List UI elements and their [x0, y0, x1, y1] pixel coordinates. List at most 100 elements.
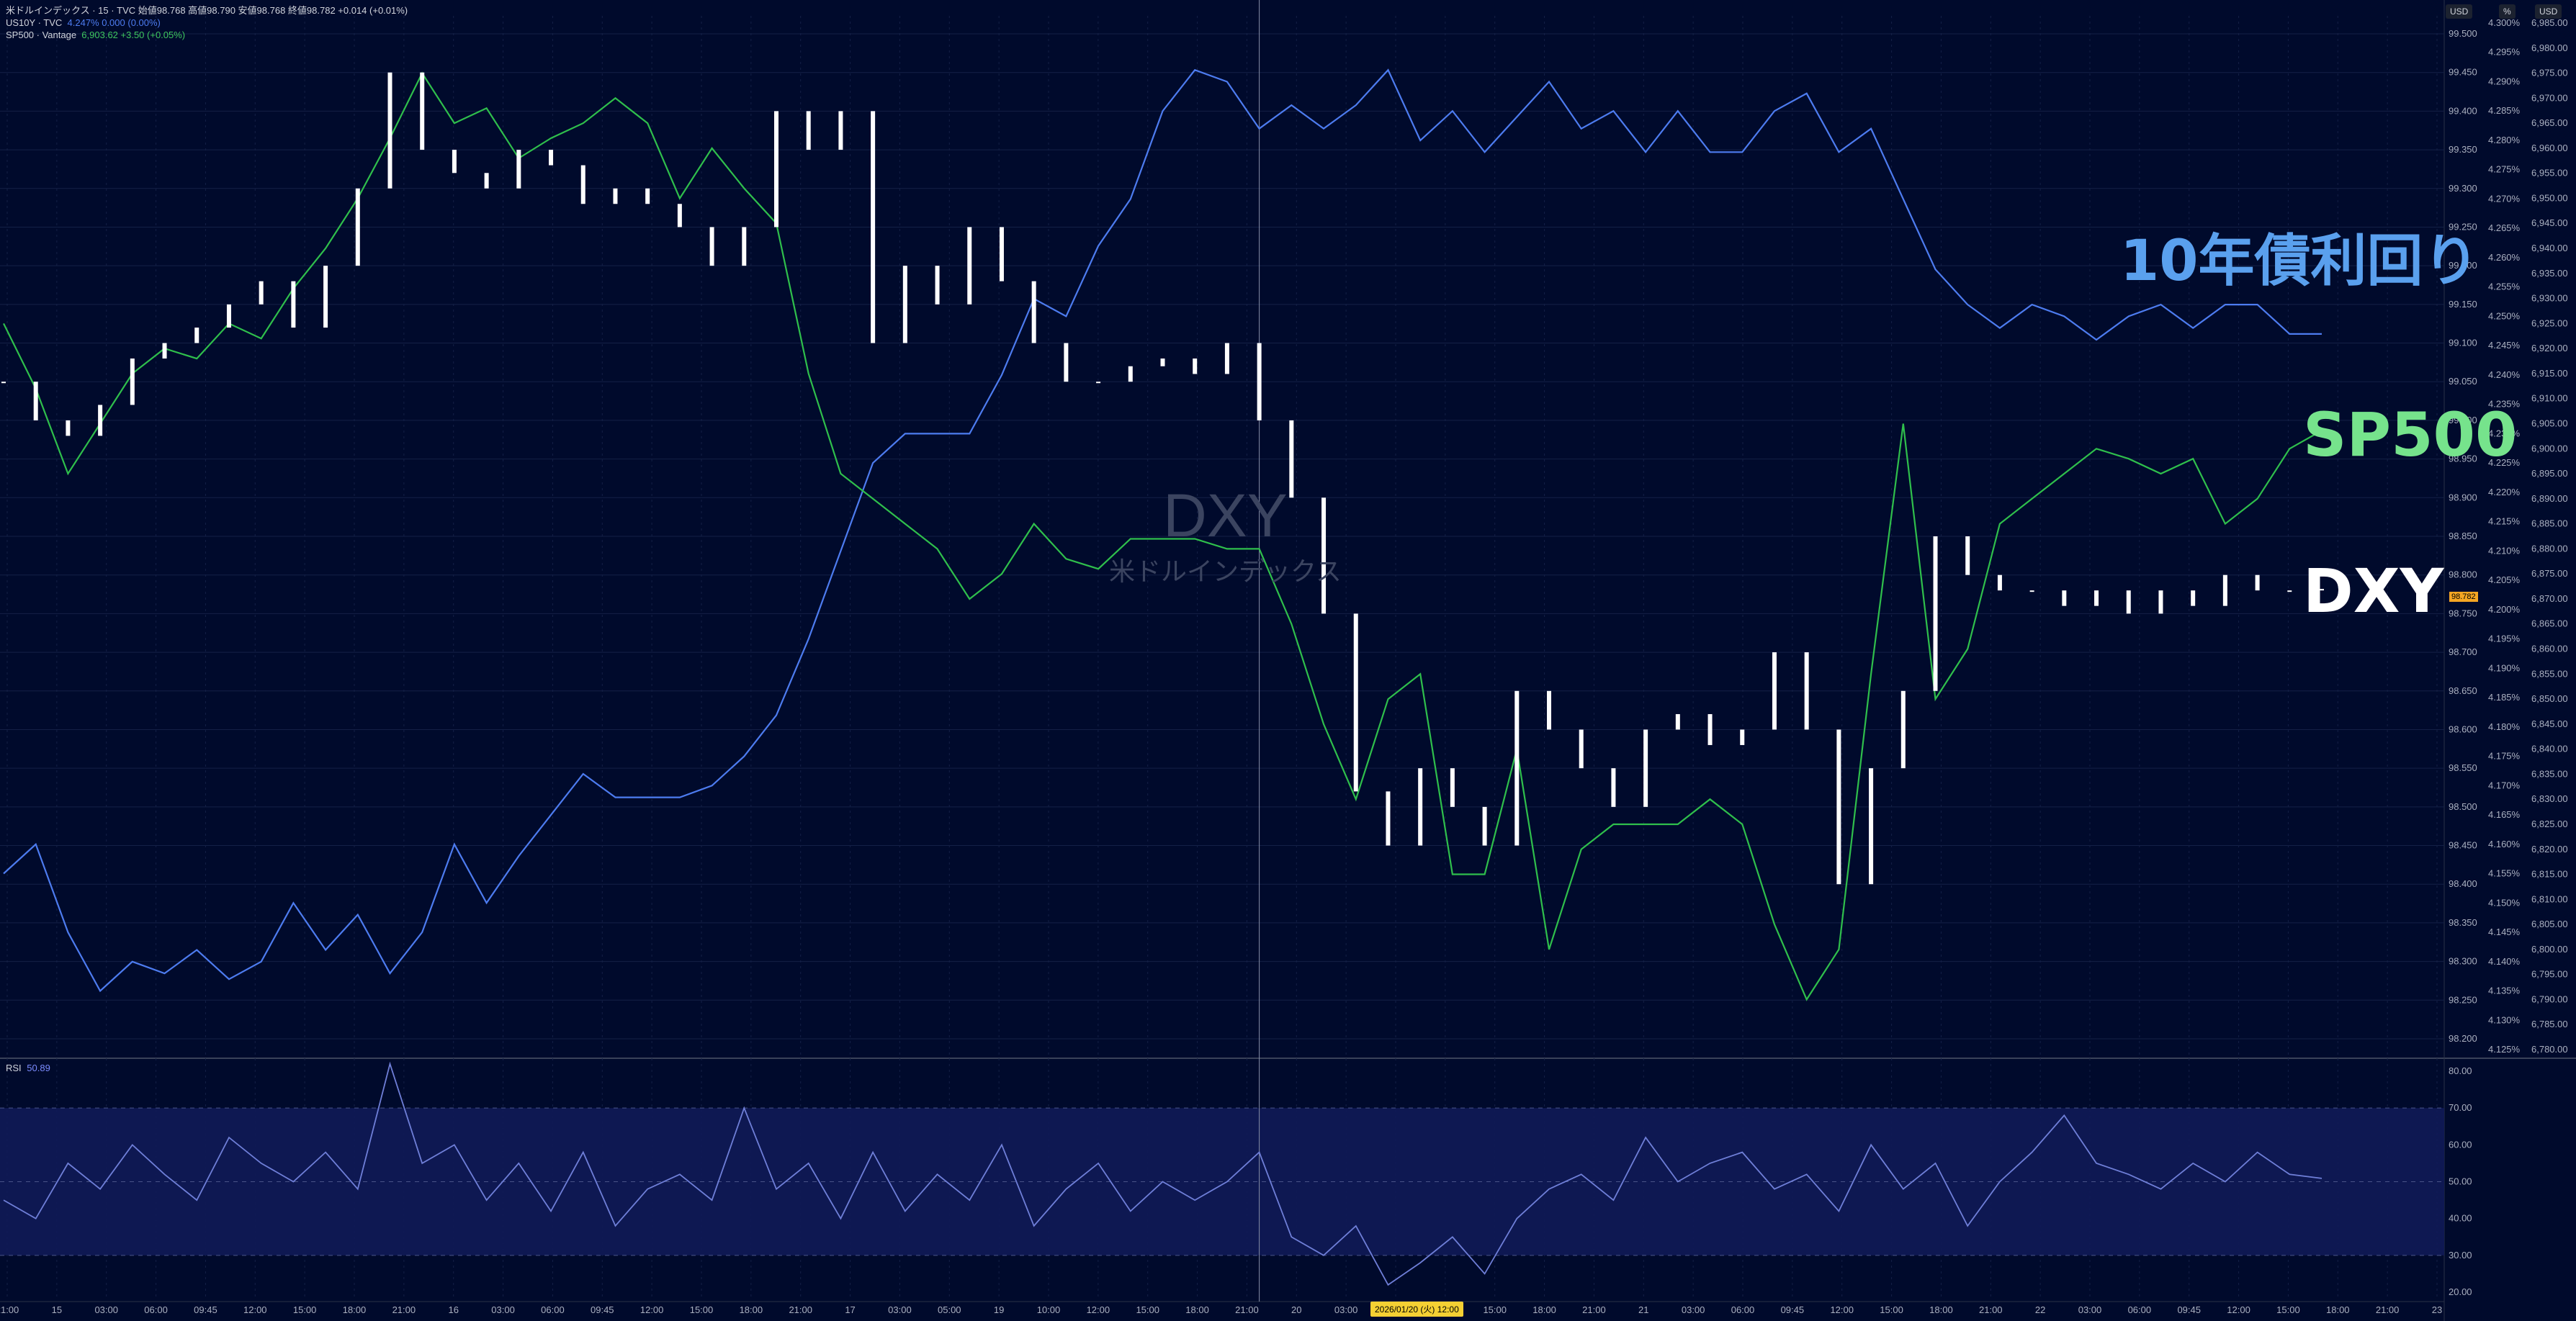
legend: 米ドルインデックス · 15 · TVC 始値98.768 高値98.790 安… — [6, 4, 408, 41]
dxy-candle — [1611, 768, 1616, 807]
dxy-candle — [1128, 366, 1133, 382]
rsi-tick-label: 70.00 — [2449, 1102, 2472, 1113]
us10y-tick-label: 4.190% — [2488, 662, 2521, 673]
legend-main[interactable]: 米ドルインデックス · 15 · TVC 始値98.768 高値98.790 安… — [6, 5, 408, 16]
legend-us10y-name: US10Y · TVC — [6, 17, 63, 28]
dxy-candle — [452, 150, 457, 173]
dxy-tick-label: 99.100 — [2449, 338, 2477, 348]
dxy-candle — [484, 173, 489, 189]
time-tick-label: 21 — [1638, 1304, 1648, 1315]
time-tick-label: 06:00 — [2128, 1304, 2152, 1315]
rsi-legend[interactable]: RSI 50.89 — [6, 1063, 50, 1073]
legend-us10y[interactable]: US10Y · TVC 4.247% 0.000 (0.00%) — [6, 17, 408, 29]
us10y-tick-label: 4.180% — [2488, 721, 2521, 732]
sp500-tick-label: 6,875.00 — [2531, 568, 2568, 579]
sp500-tick-label: 6,885.00 — [2531, 518, 2568, 529]
dxy-candle — [1353, 613, 1358, 792]
time-tick-label: 03:00 — [2078, 1304, 2102, 1315]
dxy-candle — [1064, 343, 1069, 382]
dxy-candle — [2062, 590, 2067, 606]
sp500-tick-label: 6,815.00 — [2531, 869, 2568, 880]
time-tick-label: 15:00 — [1136, 1304, 1159, 1315]
sp500-tick-label: 6,850.00 — [2531, 693, 2568, 704]
dxy-candle — [1965, 536, 1970, 575]
us10y-tick-label: 4.265% — [2488, 222, 2521, 233]
rsi-legend-name: RSI — [6, 1063, 22, 1073]
us10y-tick-label: 4.225% — [2488, 457, 2521, 468]
dxy-candle — [1740, 729, 1745, 745]
dxy-tick-label: 99.400 — [2449, 105, 2477, 116]
dxy-tick-label: 99.250 — [2449, 221, 2477, 232]
time-tick-label: 06:00 — [541, 1304, 565, 1315]
rsi-tick-label: 30.00 — [2449, 1250, 2472, 1261]
dxy-tick-label: 98.400 — [2449, 878, 2477, 889]
dxy-candle — [98, 405, 103, 436]
dxy-candle — [1933, 536, 1938, 691]
us10y-tick-label: 4.260% — [2488, 252, 2521, 263]
us10y-tick-label: 4.215% — [2488, 516, 2521, 527]
sp500-tick-label: 6,910.00 — [2531, 393, 2568, 404]
dxy-candle — [1257, 343, 1262, 420]
us10y-tick-label: 4.140% — [2488, 956, 2521, 967]
time-tick-label: 12:00 — [640, 1304, 664, 1315]
dxy-candle — [1997, 574, 2002, 591]
dxy-tick-label: 98.950 — [2449, 454, 2477, 464]
dxy-candle — [2255, 574, 2260, 591]
scale-tab-percent[interactable]: % — [2499, 4, 2516, 19]
sp500-tick-label: 6,825.00 — [2531, 819, 2568, 829]
scale-tab-usd-sp500[interactable]: USD — [2535, 4, 2562, 19]
dxy-candle — [1418, 768, 1423, 846]
us10y-tick-label: 4.150% — [2488, 897, 2521, 908]
us10y-tick-label: 4.235% — [2488, 399, 2521, 410]
time-tick-label: 18:00 — [2326, 1304, 2350, 1315]
time-tick-label: 19 — [994, 1304, 1004, 1315]
dxy-candle — [1675, 713, 1680, 730]
dxy-candle — [516, 150, 521, 189]
us10y-tick-label: 4.220% — [2488, 487, 2521, 497]
time-tick-label: 09:45 — [591, 1304, 614, 1315]
sp500-tick-label: 6,955.00 — [2531, 168, 2568, 179]
dxy-candle — [806, 111, 811, 150]
sp500-tick-label: 6,900.00 — [2531, 443, 2568, 454]
time-tick-label: 15:00 — [1880, 1304, 1903, 1315]
dxy-candle — [1289, 420, 1294, 498]
dxy-candle — [1193, 359, 1198, 374]
us10y-tick-label: 4.175% — [2488, 751, 2521, 762]
dxy-tick-label: 98.200 — [2449, 1033, 2477, 1044]
dxy-tick-label: 98.700 — [2449, 646, 2477, 657]
dxy-candle — [2191, 590, 2196, 606]
time-tick-label: 03:00 — [888, 1304, 912, 1315]
time-tick-label: 15:00 — [690, 1304, 714, 1315]
us10y-tick-label: 4.165% — [2488, 809, 2521, 820]
legend-sp500[interactable]: SP500 · Vantage 6,903.62 +3.50 (+0.05%) — [6, 29, 408, 41]
dxy-candle — [1869, 768, 1874, 885]
annotation-us10y: 10年債利回り — [2120, 229, 2479, 294]
dxy-candle — [1804, 652, 1809, 730]
sp500-tick-label: 6,855.00 — [2531, 668, 2568, 679]
dxy-candle — [742, 227, 747, 266]
time-tick-label: 12:00 — [2227, 1304, 2250, 1315]
scale-tab-usd-dxy[interactable]: USD — [2446, 4, 2473, 19]
sp500-tick-label: 6,950.00 — [2531, 192, 2568, 203]
sp500-tick-label: 6,860.00 — [2531, 644, 2568, 654]
time-tick-label: 03:00 — [94, 1304, 118, 1315]
us10y-tick-label: 4.270% — [2488, 193, 2521, 204]
us10y-tick-label: 4.245% — [2488, 340, 2521, 351]
sp500-tick-label: 6,985.00 — [2531, 17, 2568, 28]
time-tick-label: 18:00 — [1929, 1304, 1953, 1315]
dxy-candle — [2287, 590, 2292, 592]
time-tick-label: 16 — [448, 1304, 458, 1315]
dxy-candle — [1547, 690, 1551, 730]
time-tick-label: 21:00 — [2376, 1304, 2400, 1315]
sp500-tick-label: 6,940.00 — [2531, 243, 2568, 253]
sp500-tick-label: 6,840.00 — [2531, 744, 2568, 754]
time-tick-label: 05:00 — [938, 1304, 961, 1315]
sp500-tick-label: 6,870.00 — [2531, 593, 2568, 604]
us10y-tick-label: 4.285% — [2488, 105, 2521, 116]
us10y-tick-label: 4.205% — [2488, 574, 2521, 585]
us10y-tick-label: 4.170% — [2488, 780, 2521, 790]
sp500-tick-label: 6,895.00 — [2531, 468, 2568, 479]
dxy-candle — [549, 150, 554, 166]
